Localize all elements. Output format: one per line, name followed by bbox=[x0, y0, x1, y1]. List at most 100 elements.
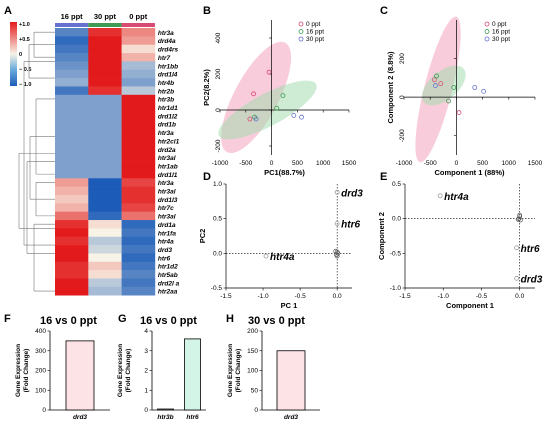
heatmap-row-label: htr1ab bbox=[158, 163, 178, 170]
loading-point bbox=[515, 217, 521, 222]
heatmap-cell bbox=[55, 36, 89, 45]
bar bbox=[65, 340, 95, 411]
loading-point bbox=[518, 217, 523, 223]
y-tick-label: 400 bbox=[35, 328, 46, 335]
heatmap-panel: 16 ppt 30 ppt 0 ppthtr3adrd4adrd4rshtr7htr… bbox=[10, 12, 180, 296]
y-tick-label: 0.0 bbox=[392, 216, 401, 223]
legend-marker bbox=[484, 29, 490, 34]
legend-label: 0 ppt bbox=[306, 21, 321, 28]
heatmap-cell bbox=[88, 78, 122, 87]
loading-point-label: drd3 bbox=[341, 188, 363, 199]
legend-label: 30 ppt bbox=[306, 36, 324, 43]
heatmap-row-label: htr3al bbox=[158, 189, 176, 196]
heatmap-cell bbox=[55, 245, 89, 254]
heatmap-cell bbox=[121, 111, 156, 121]
data-point bbox=[299, 114, 304, 120]
heatmap-cell bbox=[88, 69, 122, 79]
heatmap-cell bbox=[88, 195, 122, 204]
y-tick-label: 0 bbox=[254, 407, 258, 414]
heatmap-cell bbox=[88, 228, 122, 238]
heatmap-cell bbox=[88, 61, 122, 71]
heatmap-row-label: htr3a bbox=[158, 130, 174, 137]
y-tick-label: 400 bbox=[215, 32, 222, 43]
data-point bbox=[253, 116, 259, 122]
chart-g-title: 16 vs 0 ppt bbox=[140, 315, 197, 327]
plsda-panel: -1000 -500 0 500 1000 1500 -200 0 200 Component 1… bbox=[386, 16, 543, 177]
y-tick-label: 4 bbox=[144, 328, 148, 335]
panel-label-h: H bbox=[226, 313, 234, 325]
y-tick-label: 0 bbox=[215, 108, 222, 112]
legend-label: 16 ppt bbox=[492, 29, 510, 36]
heatmap-cell bbox=[55, 161, 89, 171]
data-point bbox=[247, 116, 253, 122]
y-axis-title: Gene Expression bbox=[15, 344, 22, 397]
y-tick-label: 3 bbox=[144, 348, 148, 355]
heatmap-cell bbox=[121, 128, 156, 137]
y-tick-label: 0.5 bbox=[213, 216, 222, 223]
heatmap-cell bbox=[88, 153, 122, 162]
heatmap-cell bbox=[55, 86, 89, 96]
bar bbox=[276, 350, 306, 411]
data-point bbox=[431, 77, 437, 83]
colorbar bbox=[10, 22, 17, 86]
heatmap-group-strip bbox=[88, 23, 122, 27]
heatmap-cell bbox=[121, 119, 156, 129]
heatmap-cell bbox=[121, 236, 156, 246]
heatmap-row-label: drd1b bbox=[158, 122, 176, 129]
loading-point-label: htr4a bbox=[270, 252, 295, 263]
heatmap-group-strip bbox=[55, 23, 89, 27]
x-tick-label: -0.5 bbox=[476, 293, 488, 300]
heatmap-cell bbox=[121, 286, 156, 296]
y-tick-label: 100 bbox=[35, 387, 46, 394]
y-axis-title: (Fold Change) bbox=[235, 349, 242, 393]
heatmap-cell bbox=[121, 94, 156, 104]
heatmap-row-label: htr4b bbox=[158, 80, 174, 87]
heatmap-cell bbox=[88, 278, 122, 288]
panel-label-d: D bbox=[203, 171, 211, 183]
heatmap-cell bbox=[121, 36, 156, 45]
x-tick-label: 1000 bbox=[316, 160, 331, 167]
data-point bbox=[291, 113, 297, 118]
heatmap-row-label: htr1d1 bbox=[158, 105, 178, 112]
y-tick-label: 2 bbox=[144, 368, 148, 375]
heatmap-cell bbox=[121, 186, 156, 196]
x-tick-label: -500 bbox=[424, 160, 437, 167]
y-axis-title: Gene Expression bbox=[117, 344, 124, 397]
heatmap-cell bbox=[121, 278, 156, 288]
y-tick-label: 100 bbox=[247, 368, 258, 375]
heatmap-row-label: htr1bb bbox=[158, 63, 178, 70]
heatmap-cell bbox=[55, 236, 89, 246]
y-axis-title: Component 2 (8.8%) bbox=[386, 51, 395, 124]
x-tick-label: 500 bbox=[477, 160, 488, 167]
heatmap-cell bbox=[88, 236, 122, 246]
bar bbox=[184, 338, 201, 411]
colorbar-tick-label: − 0.5 bbox=[19, 67, 31, 73]
y-tick-label: 0.5 bbox=[392, 181, 401, 188]
heatmap-cell bbox=[88, 144, 122, 154]
x-tick-label: -0.5 bbox=[295, 293, 307, 300]
heatmap-cell bbox=[88, 136, 122, 146]
heatmap-cell bbox=[88, 36, 122, 45]
panel-label-g: G bbox=[118, 313, 127, 325]
heatmap-cell bbox=[88, 178, 122, 187]
heatmap-cell bbox=[88, 169, 122, 179]
bar-panel-f: 0 100 200 300 400 drd3 Gene Expression (Fold Ch… bbox=[15, 328, 110, 421]
heatmap-cell bbox=[55, 28, 89, 37]
heatmap-cell bbox=[121, 103, 156, 112]
x-tick-label: 0 bbox=[270, 160, 274, 167]
loading-point bbox=[514, 245, 520, 251]
heatmap-cell bbox=[121, 86, 156, 96]
x-tick-label: -1000 bbox=[212, 160, 229, 167]
heatmap-cell bbox=[88, 119, 122, 129]
chart-f-title: 16 vs 0 ppt bbox=[40, 315, 97, 327]
colorbar-tick-label: − 1.0 bbox=[19, 82, 31, 88]
heatmap-cell bbox=[55, 186, 89, 196]
colorbar-tick-label: +0.5 bbox=[19, 37, 30, 43]
y-tick-label: 1 bbox=[144, 387, 148, 394]
heatmap-cell bbox=[121, 161, 156, 171]
heatmap-cell bbox=[121, 211, 156, 221]
heatmap-cell bbox=[55, 261, 89, 271]
y-tick-label: 150 bbox=[247, 348, 258, 355]
y-tick-label: -200 bbox=[215, 139, 222, 152]
y-tick-label: -0.5 bbox=[390, 250, 402, 257]
